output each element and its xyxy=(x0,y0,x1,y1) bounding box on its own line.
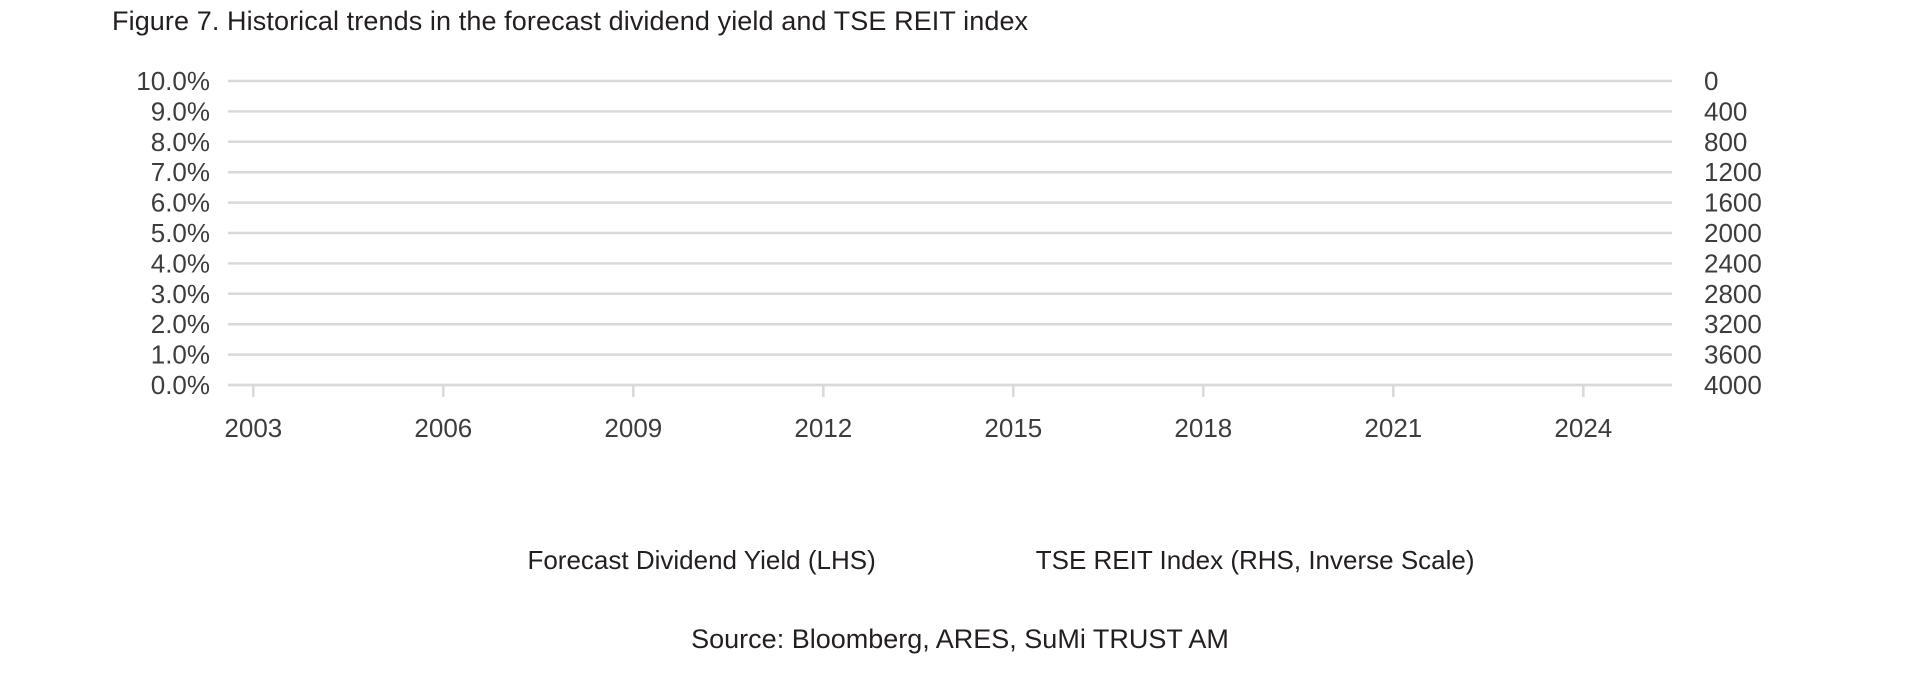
page-title: Figure 7. Historical trends in the forec… xyxy=(112,6,1029,36)
legend-item-forecast-dividend-yield: Forecast Dividend Yield (LHS) xyxy=(445,545,875,576)
x-axis-tick-label: 2018 xyxy=(1174,413,1232,443)
right-axis-tick-label: 2800 xyxy=(1704,279,1762,309)
x-axis-tick-label: 2024 xyxy=(1554,413,1612,443)
right-axis-tick-label: 1200 xyxy=(1704,157,1762,187)
x-axis-tick-label: 2021 xyxy=(1364,413,1422,443)
x-axis-tick-label: 2015 xyxy=(984,413,1042,443)
left-axis-tick-label: 0.0% xyxy=(151,370,210,400)
right-axis-tick-label: 0 xyxy=(1704,66,1718,96)
left-axis-tick-labels: 10.0%9.0%8.0%7.0%6.0%5.0%4.0%3.0%2.0%1.0… xyxy=(136,66,210,400)
legend-label-forecast-dividend-yield: Forecast Dividend Yield (LHS) xyxy=(527,545,876,575)
left-axis-tick-label: 9.0% xyxy=(151,96,210,126)
left-axis-tick-label: 1.0% xyxy=(151,340,210,370)
left-axis-tick-label: 8.0% xyxy=(151,127,210,157)
left-axis-tick-label: 4.0% xyxy=(151,248,210,278)
legend-label-tse-reit-index: TSE REIT Index (RHS, Inverse Scale) xyxy=(1035,545,1475,575)
right-axis-tick-label: 1600 xyxy=(1704,188,1762,218)
x-axis-tick-labels: 2003 2006 2009 2012 2015 2018 2021 2024 xyxy=(224,413,1612,443)
right-axis-tick-label: 2000 xyxy=(1704,218,1762,248)
left-axis-tick-label: 6.0% xyxy=(151,188,210,218)
legend-item-tse-reit-index: TSE REIT Index (RHS, Inverse Scale) xyxy=(954,545,1475,576)
left-axis-tick-label: 3.0% xyxy=(151,279,210,309)
right-axis-tick-label: 3600 xyxy=(1704,340,1762,370)
legend-swatch-line-icon xyxy=(954,557,1026,565)
x-axis-tick-label: 2012 xyxy=(794,413,852,443)
right-axis-tick-label: 4000 xyxy=(1704,370,1762,400)
left-axis-tick-label: 2.0% xyxy=(151,309,210,339)
chart-legend: Forecast Dividend Yield (LHS) TSE REIT I… xyxy=(0,545,1920,576)
x-axis-tick-label: 2006 xyxy=(414,413,472,443)
right-axis-tick-label: 3200 xyxy=(1704,309,1762,339)
right-axis-tick-label: 800 xyxy=(1704,127,1747,157)
x-axis-tick-label: 2009 xyxy=(604,413,662,443)
source-note: Source: Bloomberg, ARES, SuMi TRUST AM xyxy=(691,624,1229,654)
gridlines xyxy=(228,79,1672,387)
x-axis-tick-label: 2003 xyxy=(224,413,282,443)
left-axis-tick-label: 10.0% xyxy=(136,66,210,96)
x-axis-ticks xyxy=(228,383,1672,397)
chart-container: 10.0% 9.0% 8.0% 7.0% 6.0% 5.0% 4.0% 3.0% 2.0% 1.0… xyxy=(0,55,1920,525)
right-axis-tick-label: 2400 xyxy=(1704,248,1762,278)
right-axis-tick-label: 400 xyxy=(1704,96,1747,126)
left-axis-tick-label: 5.0% xyxy=(151,218,210,248)
legend-swatch-line-icon xyxy=(445,557,517,565)
left-axis-tick-label: 7.0% xyxy=(151,157,210,187)
line-chart: 10.0%9.0%8.0%7.0%6.0%5.0%4.0%3.0%2.0%1.0… xyxy=(136,66,1762,443)
